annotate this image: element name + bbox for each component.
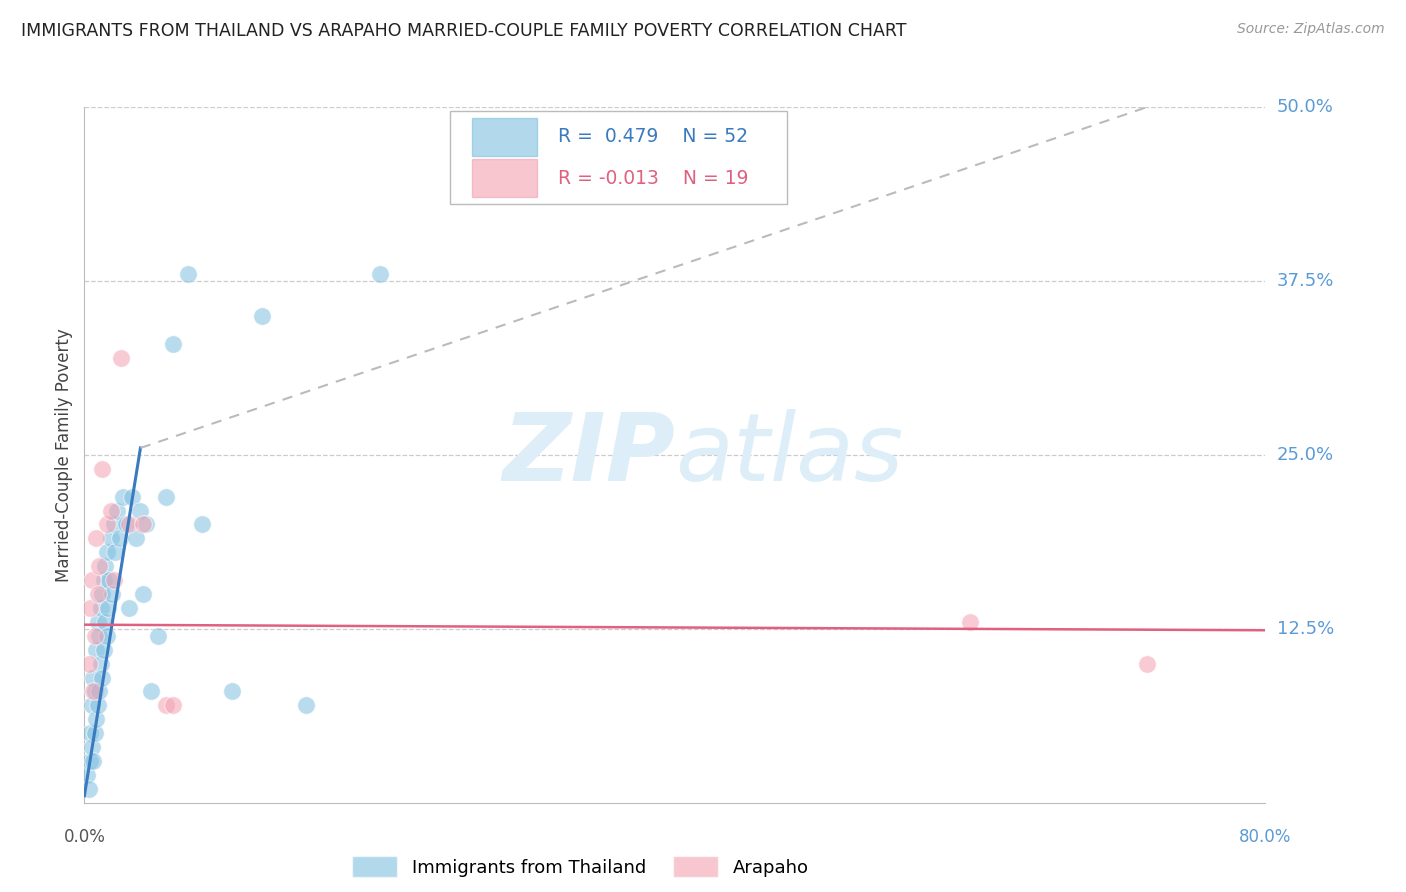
Point (82, 754, 104, 768)
Point (111, 490, 134, 504)
Point (191, 517, 214, 532)
Bar (472, 159, 537, 197)
Point (91, 671, 114, 685)
Point (368, 267, 391, 281)
Text: Source: ZipAtlas.com: Source: ZipAtlas.com (1237, 22, 1385, 37)
Point (79, 601, 101, 615)
Point (100, 503, 122, 517)
Point (121, 490, 143, 504)
Text: 12.5%: 12.5% (1277, 620, 1334, 638)
Point (79, 754, 101, 768)
Point (959, 615, 981, 629)
Point (94, 559, 117, 574)
Point (139, 684, 162, 698)
Point (114, 517, 136, 532)
Point (118, 601, 141, 615)
Point (104, 545, 127, 559)
Point (83, 684, 105, 698)
Point (132, 517, 155, 532)
Point (87, 629, 111, 643)
Point (103, 573, 125, 587)
Point (91, 587, 114, 601)
Point (295, 698, 318, 713)
Point (87, 559, 111, 574)
Text: 0.0%: 0.0% (63, 828, 105, 846)
Point (177, 267, 200, 281)
Point (96, 545, 118, 559)
Point (100, 532, 122, 546)
Point (80, 740, 103, 755)
Point (93, 573, 115, 587)
Point (221, 684, 243, 698)
Text: R =  0.479    N = 52: R = 0.479 N = 52 (558, 128, 748, 146)
Point (162, 698, 184, 713)
Point (103, 517, 125, 532)
Point (155, 698, 177, 713)
Text: 25.0%: 25.0% (1277, 446, 1334, 464)
Point (82, 671, 104, 685)
Point (83, 726, 105, 740)
Point (82, 684, 104, 698)
Point (118, 517, 141, 532)
Point (86, 615, 108, 629)
Point (84, 532, 107, 546)
Point (94, 615, 117, 629)
Point (96, 517, 118, 532)
Legend: Immigrants from Thailand, Arapaho: Immigrants from Thailand, Arapaho (344, 849, 815, 884)
Point (97, 601, 120, 615)
Point (155, 490, 177, 504)
Point (135, 517, 157, 532)
Point (98, 573, 121, 587)
Point (86, 587, 108, 601)
Point (76, 768, 98, 782)
Point (132, 587, 155, 601)
Point (148, 629, 170, 643)
Point (110, 351, 132, 365)
Point (125, 532, 148, 546)
Point (105, 503, 128, 517)
Point (250, 309, 273, 323)
Point (77, 657, 100, 671)
Text: atlas: atlas (675, 409, 903, 500)
Point (80, 698, 103, 713)
Text: 37.5%: 37.5% (1277, 272, 1334, 290)
Text: ZIP: ZIP (502, 409, 675, 501)
Point (87, 684, 111, 698)
Point (91, 462, 114, 476)
Point (83, 629, 105, 643)
Point (108, 532, 131, 546)
Text: R = -0.013    N = 19: R = -0.013 N = 19 (558, 169, 748, 187)
Point (162, 336, 184, 351)
Point (84, 712, 107, 726)
Point (129, 503, 152, 517)
Point (1136, 657, 1159, 671)
Text: IMMIGRANTS FROM THAILAND VS ARAPAHO MARRIED-COUPLE FAMILY POVERTY CORRELATION CH: IMMIGRANTS FROM THAILAND VS ARAPAHO MARR… (21, 22, 907, 40)
FancyBboxPatch shape (450, 111, 787, 204)
Point (80, 573, 103, 587)
Point (93, 642, 115, 657)
Y-axis label: Married-Couple Family Poverty: Married-Couple Family Poverty (55, 328, 73, 582)
Point (79, 726, 101, 740)
Point (96, 629, 118, 643)
Point (101, 587, 124, 601)
Point (90, 657, 112, 671)
Point (90, 601, 112, 615)
Bar (472, 118, 537, 156)
Point (86, 698, 108, 713)
Text: 50.0%: 50.0% (1277, 98, 1333, 116)
Text: 80.0%: 80.0% (1239, 828, 1292, 846)
Point (84, 642, 107, 657)
Point (77, 781, 100, 796)
